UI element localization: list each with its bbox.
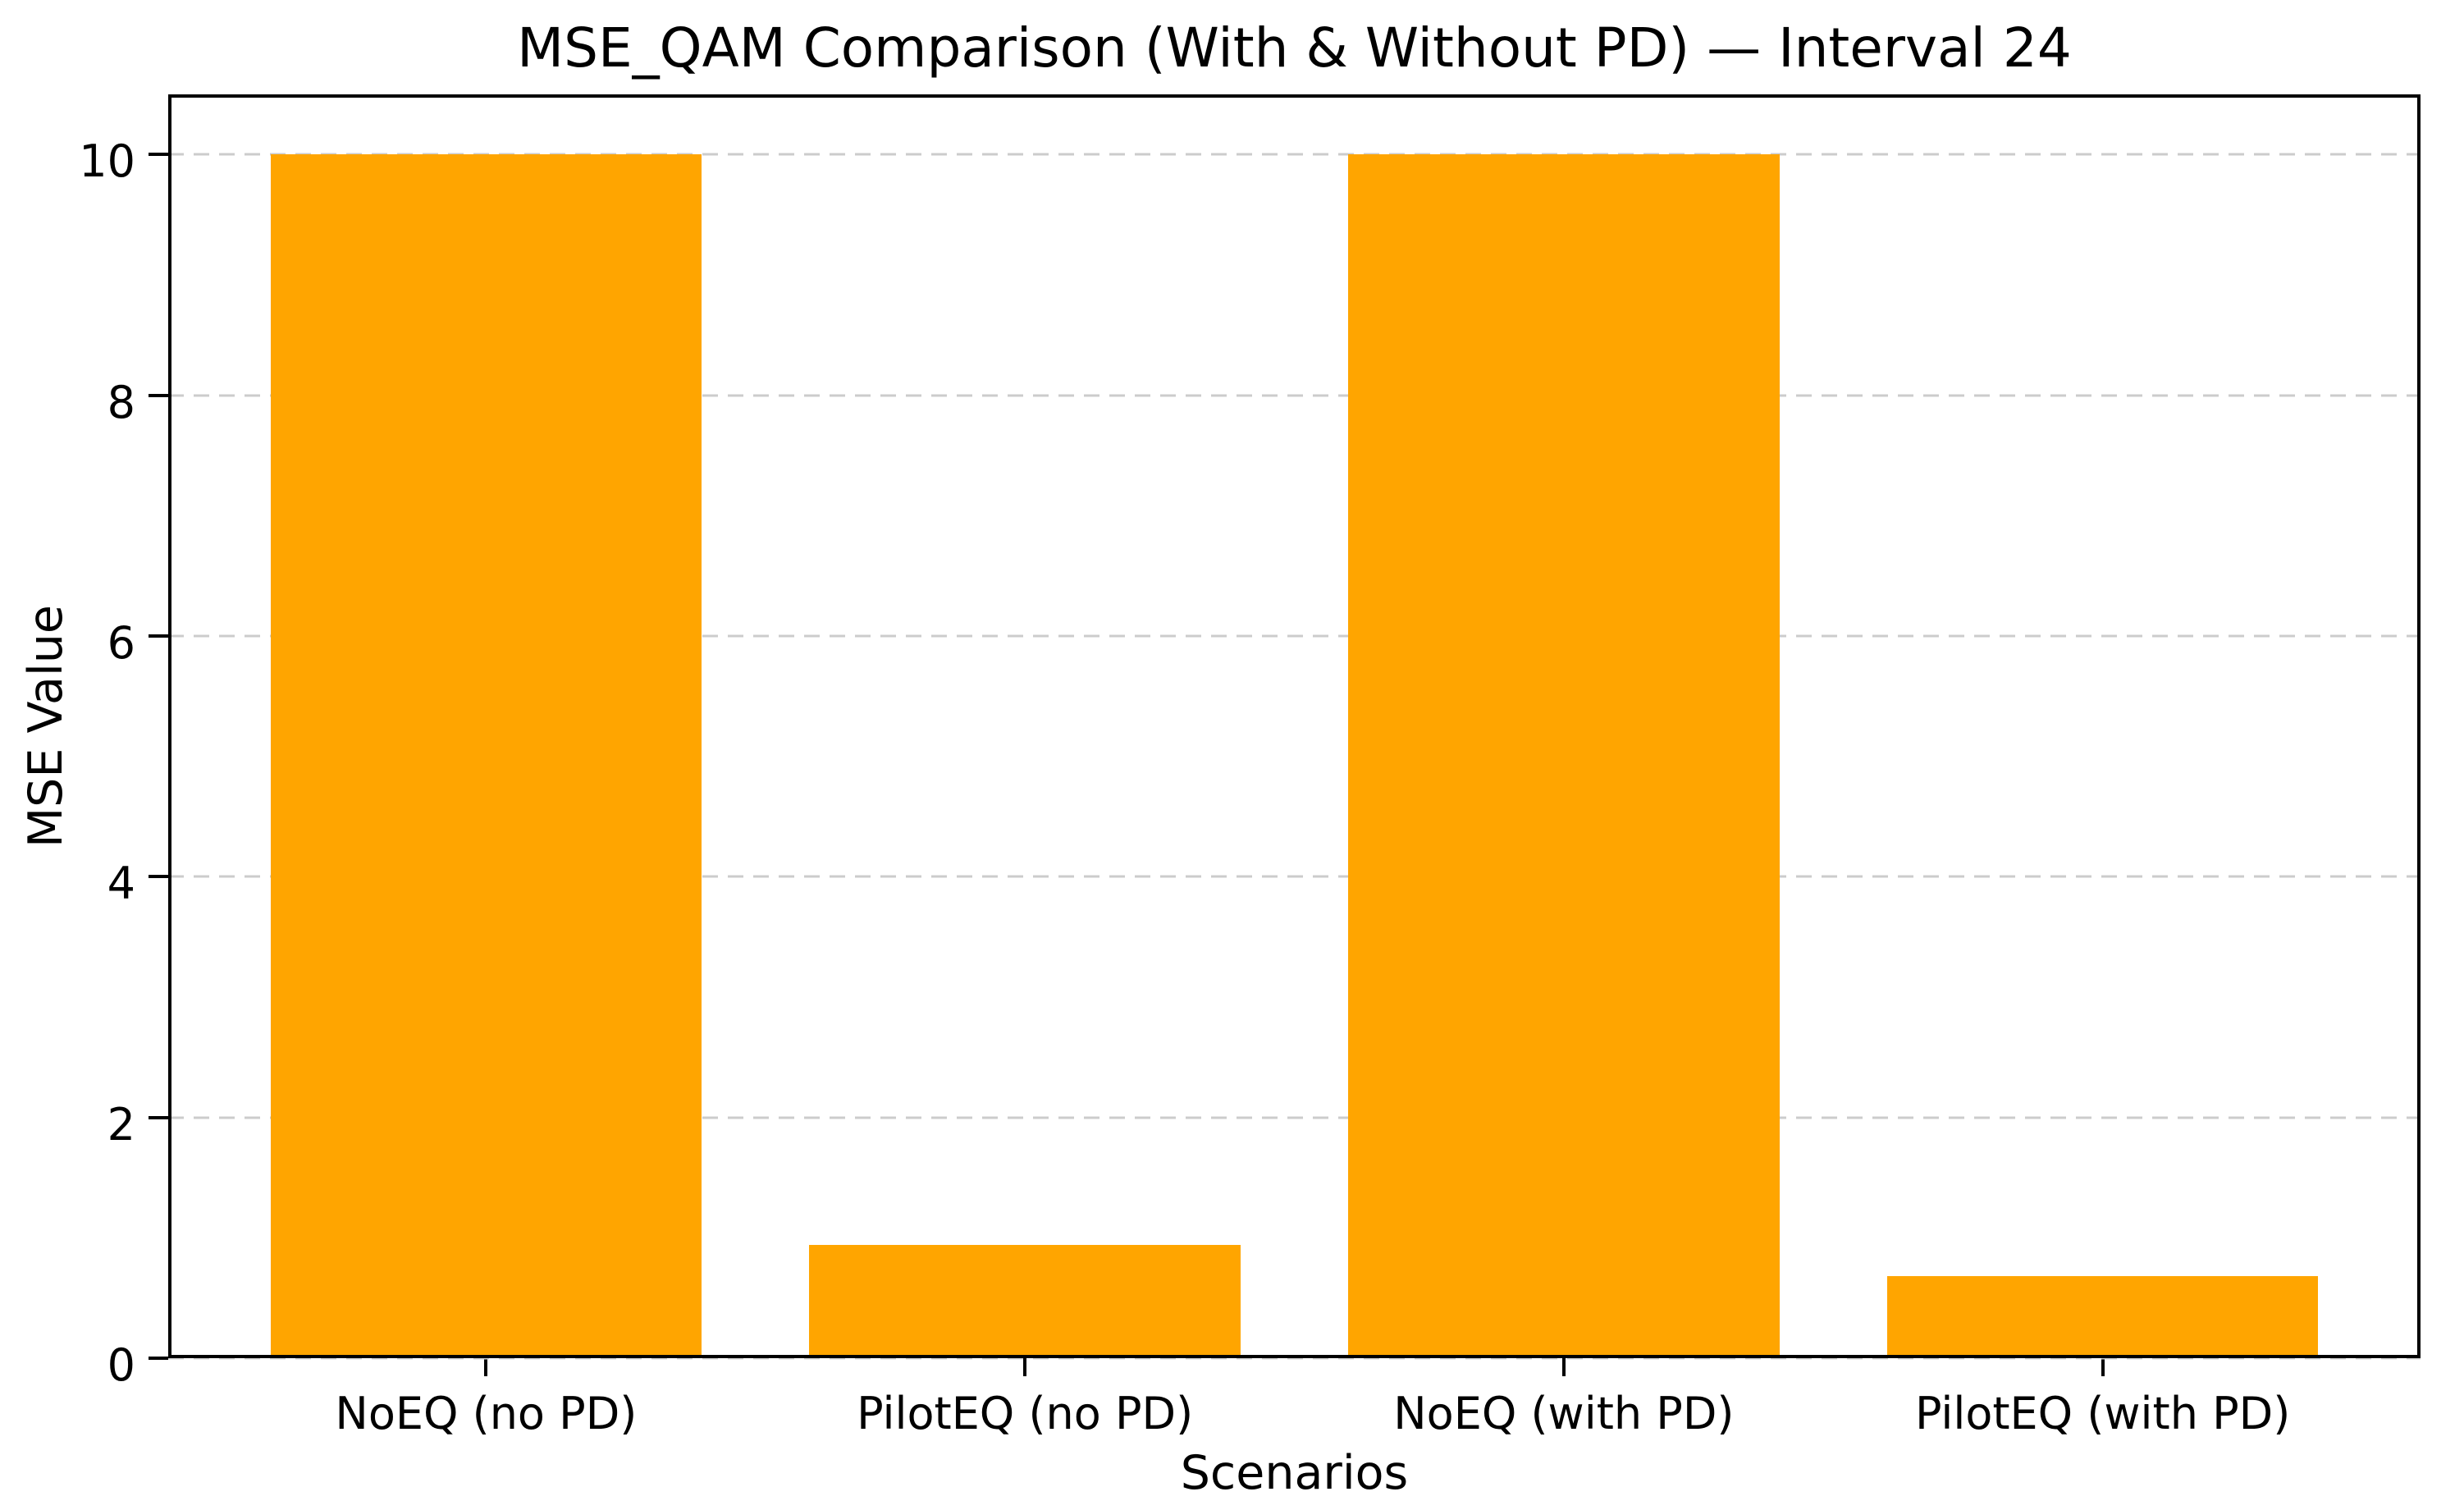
x-tick-cell-0 [217,1358,756,1376]
x-tick-mark-1 [1023,1358,1027,1376]
x-axis-tick-labels: NoEQ (no PD) PilotEQ (no PD) NoEQ (with PD… [168,1388,2421,1439]
y-tick-mark-10 [149,153,168,157]
gridline-y-0 [168,1357,2421,1360]
y-tick-mark-4 [149,875,168,879]
y-tick-label-0: 0 [107,1339,135,1391]
x-tick-label-cell-2: NoEQ (with PD) [1295,1388,1834,1439]
x-axis-tick-marks [168,1358,2421,1376]
x-tick-mark-0 [484,1358,488,1376]
x-tick-cell-1 [756,1358,1295,1376]
y-axis-label: MSE Value [19,604,73,849]
gridline-y-4 [168,875,2421,878]
y-tick-label-10: 10 [79,135,135,188]
x-tick-cell-3 [1833,1358,2372,1376]
bar-slot-3 [1833,94,2372,1358]
bar-NoEQ (with PD) [1348,154,1780,1358]
bars-layer [168,94,2421,1358]
bar-PilotEQ (with PD) [1886,1276,2319,1358]
y-tick-mark-8 [149,393,168,397]
x-tick-cell-2 [1295,1358,1834,1376]
x-tick-label-cell-3: PilotEQ (with PD) [1833,1388,2372,1439]
x-tick-label-cell-1: PilotEQ (no PD) [756,1388,1295,1439]
x-tick-mark-2 [1561,1358,1566,1376]
gridline-y-2 [168,1116,2421,1119]
y-tick-label-6: 6 [107,617,135,669]
x-tick-mark-3 [2101,1358,2105,1376]
gridline-y-8 [168,394,2421,397]
y-tick-mark-2 [149,1115,168,1119]
plot-area: 0 2 4 6 8 10 NoEQ (no PD) PilotEQ (no PD) NoEQ … [79,94,2421,1439]
y-tick-mark-6 [149,634,168,638]
x-tick-label-cell-0: NoEQ (no PD) [217,1388,756,1439]
gridline-y-6 [168,634,2421,638]
chart-title: MSE_QAM Comparison (With & Without PD) —… [517,16,2072,80]
bar-slot-0 [217,94,756,1358]
gridline-y-10 [168,153,2421,156]
x-tick-label-0: NoEQ (no PD) [335,1388,638,1439]
y-tick-label-2: 2 [107,1098,135,1151]
x-tick-label-2: NoEQ (with PD) [1393,1388,1735,1439]
y-tick-mark-0 [149,1357,168,1360]
y-tick-label-4: 4 [107,858,135,910]
x-axis-label: Scenarios [1180,1446,1409,1500]
x-tick-label-1: PilotEQ (no PD) [857,1388,1194,1439]
y-tick-label-8: 8 [107,376,135,428]
bar-slot-2 [1295,94,1834,1358]
bar-slot-1 [756,94,1295,1358]
bar-NoEQ (no PD) [270,154,702,1358]
x-tick-label-3: PilotEQ (with PD) [1914,1388,2291,1439]
bar-PilotEQ (no PD) [809,1245,1241,1358]
